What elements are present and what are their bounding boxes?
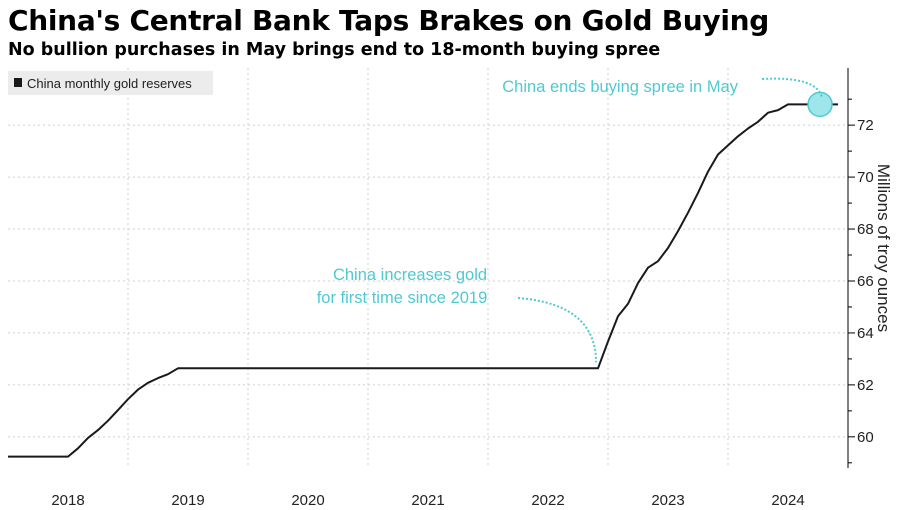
y-tick-label: 66 [857,273,874,290]
annotation-arrow-increase [517,297,598,363]
y-tick-label: 64 [857,325,874,342]
y-axis-ticks: 60 62 64 66 68 70 72 [848,98,874,464]
x-tick-label: 2022 [531,492,564,509]
legend-entry-label: China monthly gold reserves [27,76,192,91]
y-tick-label: 70 [857,169,874,186]
legend-swatch [14,78,22,87]
grid [8,68,849,468]
legend-background [8,71,213,95]
x-tick-label: 2021 [411,492,444,509]
x-axis-ticks: 2018 2019 2020 2021 2022 2023 2024 [51,492,804,509]
y-tick-label: 60 [857,429,874,446]
chart-subtitle: No bullion purchases in May brings end t… [8,40,661,60]
annotation-end-spree: China ends buying spree in May [502,78,738,96]
x-tick-label: 2020 [291,492,324,509]
series-line-gold-reserves [8,103,838,458]
y-tick-label: 72 [857,117,874,134]
x-tick-label: 2024 [771,492,804,509]
end-point-highlight [807,91,833,118]
annotations: China ends buying spree in May China inc… [317,77,833,363]
legend: China monthly gold reserves [8,71,213,95]
annotation-increase-line-2: for first time since 2019 [317,289,488,307]
series-layer [8,103,838,458]
chart-title: China's Central Bank Taps Brakes on Gold… [8,4,770,37]
annotation-increase-line-1: China increases gold [333,266,487,284]
x-tick-label: 2018 [51,492,84,509]
y-tick-label: 68 [857,221,874,238]
x-tick-label: 2019 [171,492,204,509]
x-tick-label: 2023 [651,492,684,509]
annotation-arrow-end-spree [761,77,824,99]
y-axis-label: Millions of troy ounces [874,164,893,332]
y-tick-label: 62 [857,377,874,394]
